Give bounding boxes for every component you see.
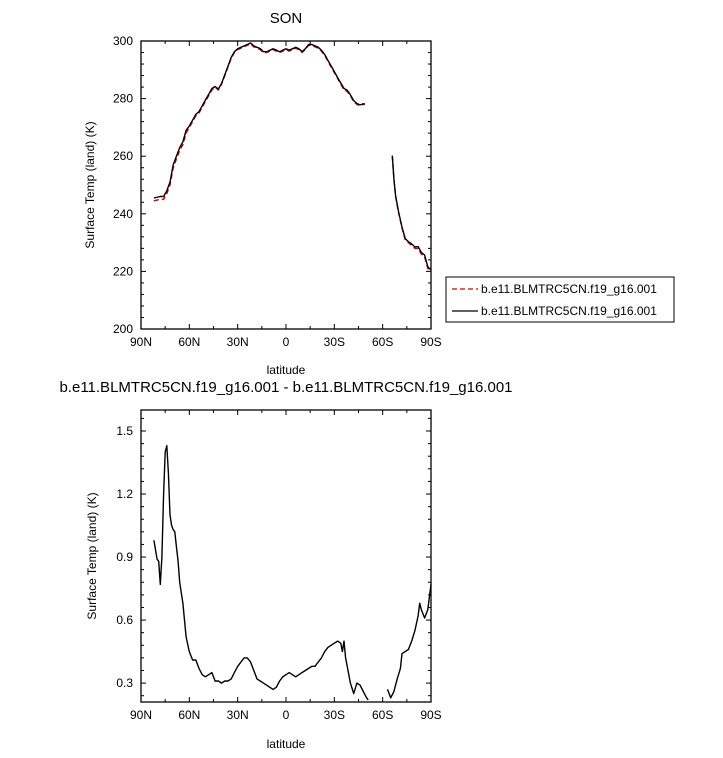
legend-box bbox=[445, 276, 675, 323]
top-plot-frame bbox=[140, 40, 432, 330]
bottom-x-tick-label: 30N bbox=[227, 708, 249, 722]
bottom-x-axis-label: latitude bbox=[267, 737, 306, 751]
top-y-tick-label: 300 bbox=[113, 34, 133, 48]
top-series-layer bbox=[153, 42, 432, 272]
top-x-tick-label: 90N bbox=[130, 335, 152, 349]
top-panel: SON 90N 60N 30N 0 30S 60S 90S 200 220 240 260 280 30… bbox=[83, 10, 675, 377]
bottom-y-tick-label: 1.5 bbox=[116, 424, 133, 438]
legend: b.e11.BLMTRC5CN.f19_g16.001 b.e11.BLMTRC… bbox=[445, 276, 675, 323]
top-y-tick-label: 260 bbox=[113, 149, 133, 163]
top-x-axis-label: latitude bbox=[267, 363, 306, 377]
bottom-y-tick-label: 0.3 bbox=[116, 676, 133, 690]
bottom-x-tick-label: 90N bbox=[130, 708, 152, 722]
legend-entry-1: b.e11.BLMTRC5CN.f19_g16.001 bbox=[481, 282, 657, 296]
top-y-axis-label: Surface Temp (land) (K) bbox=[83, 121, 97, 248]
bottom-y-tick-label: 0.9 bbox=[116, 550, 133, 564]
bottom-x-tick-label: 0 bbox=[283, 708, 290, 722]
top-x-tick-label: 30N bbox=[227, 335, 249, 349]
bottom-x-tick-label: 60N bbox=[178, 708, 200, 722]
bottom-x-tick-label: 30S bbox=[324, 708, 345, 722]
bottom-y-tick-label: 0.6 bbox=[116, 613, 133, 627]
bottom-x-tick-label: 60S bbox=[372, 708, 393, 722]
bottom-series-1-line-segment-2 bbox=[386, 584, 432, 699]
bottom-y-tick-label: 1.2 bbox=[116, 487, 133, 501]
bottom-ticks-layer: 90N 60N 30N 0 30S 60S 90S 0.3 0.6 0.9 1.2 1.5 bbox=[116, 410, 442, 722]
bottom-plot-frame bbox=[140, 409, 432, 703]
bottom-y-axis-label: Surface Temp (land) (K) bbox=[85, 492, 99, 619]
top-ticks-layer: 90N 60N 30N 0 30S 60S 90S 200 220 240 260 280 300 bbox=[113, 34, 442, 349]
top-x-tick-label: 60S bbox=[372, 335, 393, 349]
bottom-panel: b.e11.BLMTRC5CN.f19_g16.001 - b.e11.BLMT… bbox=[59, 379, 512, 751]
bottom-chart-title: b.e11.BLMTRC5CN.f19_g16.001 - b.e11.BLMT… bbox=[59, 379, 512, 396]
top-y-tick-label: 200 bbox=[113, 322, 133, 336]
top-chart-title: SON bbox=[270, 10, 303, 27]
top-x-tick-label: 30S bbox=[324, 335, 345, 349]
legend-entry-2: b.e11.BLMTRC5CN.f19_g16.001 bbox=[481, 304, 657, 318]
top-x-tick-label: 60N bbox=[178, 335, 200, 349]
top-y-tick-label: 280 bbox=[113, 92, 133, 106]
top-series-1-line-segment-1 bbox=[153, 43, 365, 202]
top-y-tick-label: 220 bbox=[113, 264, 133, 278]
top-y-tick-label: 240 bbox=[113, 207, 133, 221]
top-series-2-line-segment-2 bbox=[391, 155, 432, 271]
top-series-2-line-segment-1 bbox=[153, 42, 365, 199]
top-x-tick-label: 0 bbox=[283, 335, 290, 349]
bottom-x-tick-label: 90S bbox=[420, 708, 441, 722]
bottom-series-layer bbox=[153, 445, 432, 701]
top-x-tick-label: 90S bbox=[420, 335, 441, 349]
top-series-1-line-segment-2 bbox=[391, 156, 432, 272]
bottom-series-1-line-segment-1 bbox=[153, 445, 369, 701]
